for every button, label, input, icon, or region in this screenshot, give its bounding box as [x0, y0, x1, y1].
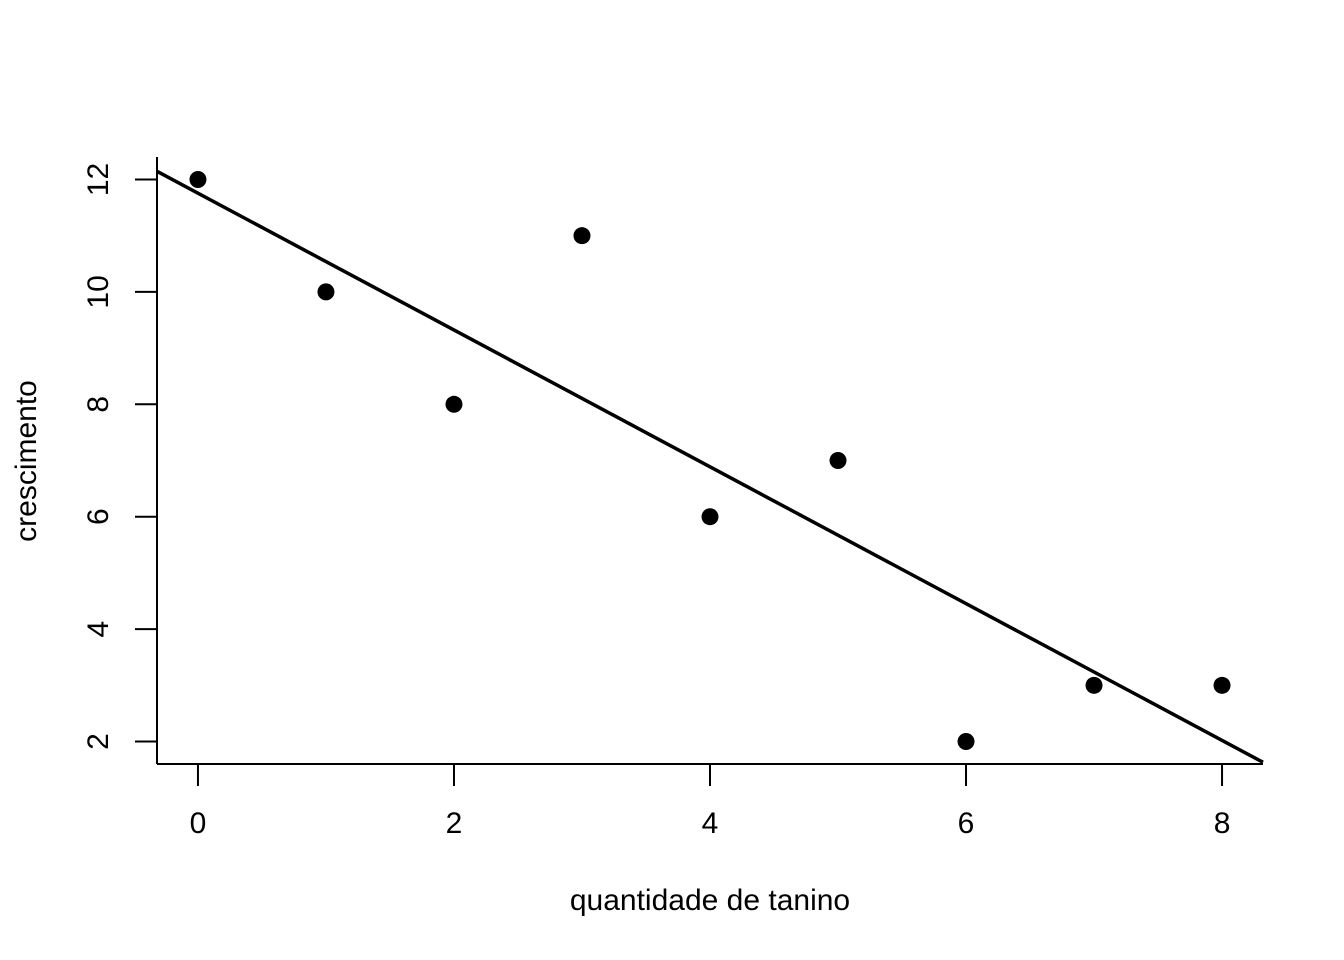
data-points [189, 170, 1231, 751]
regression-line [156, 169, 1264, 764]
data-point [445, 395, 463, 413]
y-axis-label: crescimento [10, 380, 43, 542]
y-tick-label: 6 [82, 508, 115, 525]
data-point [1213, 676, 1231, 694]
x-tick-label: 0 [190, 807, 207, 840]
data-point [957, 733, 975, 751]
x-tick-label: 6 [958, 807, 975, 840]
regression-line-group [156, 169, 1264, 764]
y-tick-label: 2 [82, 733, 115, 750]
x-tick-label: 4 [702, 807, 719, 840]
data-point [1085, 676, 1103, 694]
data-point [829, 452, 847, 469]
data-point [573, 227, 591, 245]
y-tick-label: 4 [82, 621, 115, 638]
x-axis-label: quantidade de tanino [570, 884, 850, 917]
x-tick-label: 8 [1214, 807, 1231, 840]
data-point [189, 170, 207, 188]
plot-axes: 0 2 4 6 8 2 4 6 8 10 12 [82, 157, 1263, 840]
data-point [701, 508, 719, 526]
y-tick-label: 10 [82, 275, 115, 308]
y-tick-label: 12 [82, 163, 115, 196]
y-tick-label: 8 [82, 396, 115, 413]
data-point [317, 283, 335, 301]
x-tick-label: 2 [446, 807, 463, 840]
